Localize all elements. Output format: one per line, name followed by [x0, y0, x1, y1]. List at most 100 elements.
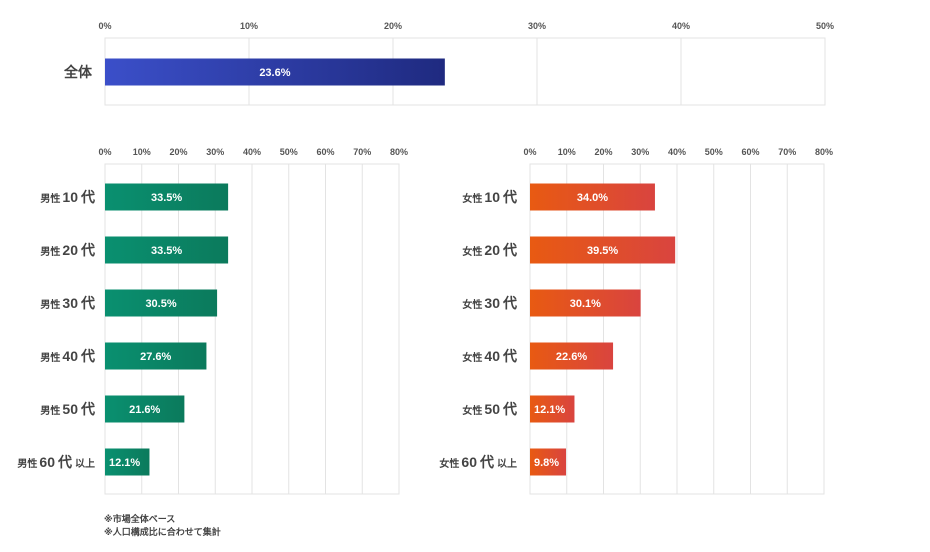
male-category-label: 男性 20 代	[40, 242, 95, 258]
female-value-label: 34.0%	[577, 192, 608, 204]
category-age: 40	[484, 348, 500, 364]
category-age: 10	[62, 189, 78, 205]
male-tick-label: 50%	[280, 147, 298, 157]
category-prefix: 女性	[462, 192, 482, 205]
female-value-label: 12.1%	[534, 404, 565, 416]
male-tick-label: 60%	[316, 147, 334, 157]
male-category-label: 男性 10 代	[40, 189, 95, 205]
category-unit: 代	[502, 295, 517, 311]
category-unit: 代	[502, 242, 517, 258]
overall-tick-label: 30%	[528, 21, 546, 31]
category-age: 20	[62, 242, 78, 258]
male-bar	[105, 289, 218, 317]
female-category-label: 女性 40 代	[462, 348, 517, 364]
male-category-label: 男性 30 代	[40, 295, 95, 311]
male-value-label: 21.6%	[129, 404, 160, 416]
category-age: 30	[484, 295, 500, 311]
category-suffix: 以上	[497, 457, 517, 470]
female-category-label: 女性 30 代	[462, 295, 517, 311]
category-unit: 代	[502, 189, 517, 205]
category-unit: 代	[80, 401, 95, 417]
category-unit: 代	[80, 295, 95, 311]
male-value-label: 33.5%	[151, 245, 182, 257]
overall-bar	[105, 58, 445, 86]
male-bar	[105, 236, 229, 264]
category-unit: 代	[57, 454, 72, 470]
female-category-label: 女性 10 代	[462, 189, 517, 205]
category-prefix: 女性	[439, 457, 459, 470]
male-value-label: 12.1%	[109, 457, 140, 469]
female-value-label: 39.5%	[587, 245, 618, 257]
category-prefix: 男性	[40, 192, 60, 205]
category-prefix: 男性	[40, 351, 60, 364]
category-age: 10	[484, 189, 500, 205]
category-unit: 代	[479, 454, 494, 470]
male-value-label: 33.5%	[151, 192, 182, 204]
male-bar	[105, 395, 185, 423]
overall-tick-label: 20%	[384, 21, 402, 31]
category-prefix: 男性	[40, 404, 60, 417]
female-category-label: 女性 60 代以上	[439, 454, 517, 470]
male-tick-label: 30%	[206, 147, 224, 157]
female-category-label: 女性 50 代	[462, 401, 517, 417]
overall-chart: 0% 10% 20% 30% 40% 50% 23.6% 全体	[63, 21, 834, 106]
male-tick-label: 0%	[98, 147, 111, 157]
category-prefix: 女性	[462, 298, 482, 311]
category-unit: 代	[80, 189, 95, 205]
footnote-market-base: ※市場全体ベース	[104, 514, 176, 524]
male-category-label: 男性 60 代以上	[17, 454, 95, 470]
category-prefix: 男性	[17, 457, 37, 470]
female-tick-label: 70%	[778, 147, 796, 157]
female-bar	[530, 289, 641, 317]
category-age: 50	[62, 401, 78, 417]
male-chart: 0% 10% 20% 30% 40% 50% 60% 70% 80%33.5%男性 10 代33.5…	[17, 147, 408, 495]
category-prefix: 男性	[40, 245, 60, 258]
male-tick-label: 40%	[243, 147, 261, 157]
male-tick-label: 20%	[169, 147, 187, 157]
category-prefix: 女性	[462, 245, 482, 258]
category-unit: 代	[502, 401, 517, 417]
female-bar	[530, 395, 575, 423]
female-value-label: 9.8%	[534, 457, 559, 469]
female-bar	[530, 236, 676, 264]
female-tick-label: 30%	[631, 147, 649, 157]
male-bar	[105, 183, 229, 211]
overall-tick-label: 0%	[98, 21, 111, 31]
male-tick-label: 80%	[390, 147, 408, 157]
female-tick-label: 40%	[668, 147, 686, 157]
female-value-label: 30.1%	[570, 298, 601, 310]
category-age: 30	[62, 295, 78, 311]
female-tick-label: 20%	[594, 147, 612, 157]
female-tick-label: 80%	[815, 147, 833, 157]
male-category-label: 男性 40 代	[40, 348, 95, 364]
category-age: 60	[39, 454, 55, 470]
female-bar	[530, 183, 655, 211]
female-category-label: 女性 20 代	[462, 242, 517, 258]
male-bar	[105, 342, 207, 370]
category-suffix: 以上	[75, 457, 95, 470]
overall-category-label: 全体	[63, 64, 93, 80]
footnotes: ※市場全体ベース ※人口構成比に合わせて集計	[104, 513, 221, 539]
category-unit: 代	[80, 348, 95, 364]
female-tick-label: 0%	[523, 147, 536, 157]
overall-tick-label: 50%	[816, 21, 834, 31]
male-value-label: 30.5%	[145, 298, 176, 310]
category-unit: 代	[80, 242, 95, 258]
category-prefix: 女性	[462, 351, 482, 364]
female-bar	[530, 342, 614, 370]
category-age: 40	[62, 348, 78, 364]
female-value-label: 22.6%	[556, 351, 587, 363]
category-unit: 代	[502, 348, 517, 364]
category-age: 20	[484, 242, 500, 258]
male-value-label: 27.6%	[140, 351, 171, 363]
overall-tick-label: 10%	[240, 21, 258, 31]
category-age: 60	[461, 454, 477, 470]
category-prefix: 男性	[40, 298, 60, 311]
female-bar	[530, 448, 567, 476]
male-tick-label: 70%	[353, 147, 371, 157]
category-age: 50	[484, 401, 500, 417]
female-chart: 0% 10% 20% 30% 40% 50% 60% 70% 80%34.0%女性 10 代39.5…	[439, 147, 833, 495]
female-tick-label: 50%	[705, 147, 723, 157]
overall-tick-label: 40%	[672, 21, 690, 31]
overall-value-label: 23.6%	[259, 67, 290, 79]
